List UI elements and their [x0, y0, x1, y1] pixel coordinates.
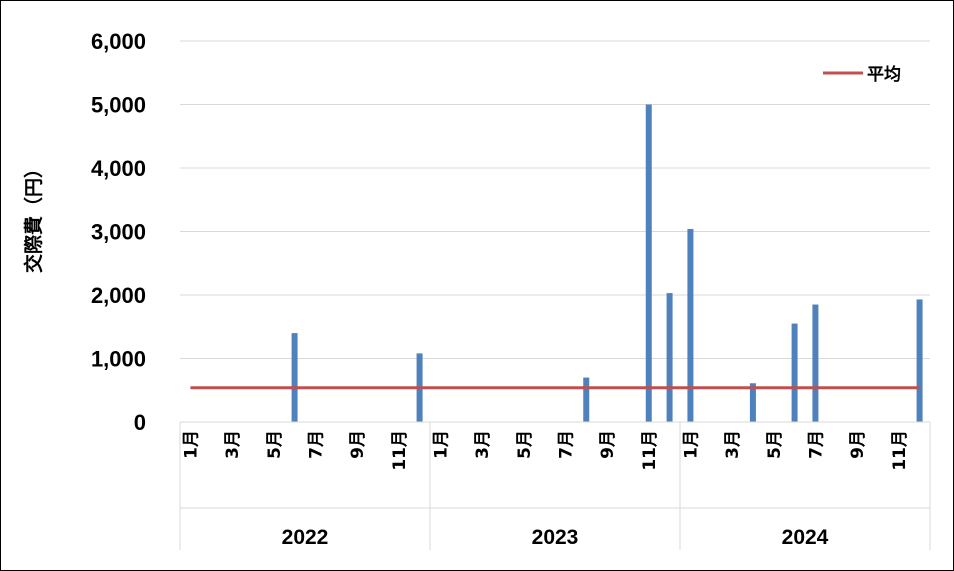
x-tick-label: 3月 [223, 430, 243, 459]
year-label: 2024 [782, 526, 829, 549]
bar [291, 333, 298, 422]
x-tick-label: 5月 [265, 430, 285, 459]
x-tick-label: 7月 [806, 430, 826, 459]
bar [687, 228, 694, 422]
bar [749, 383, 756, 422]
x-tick-label: 1月 [681, 430, 701, 459]
bar [583, 377, 590, 422]
legend-label-average: 平均 [867, 64, 901, 85]
bar [812, 304, 819, 422]
y-tick-label: 6,000 [91, 29, 146, 54]
x-axis-category-area: 1月 3月 5月 7月 9月 11月 1月 3月 5月 7月 9月 11月 1月 3月 5月 7月 9月 11月 2… [179, 421, 931, 550]
x-tick-label: 1月 [431, 430, 451, 459]
x-tick-label: 11月 [890, 430, 910, 471]
x-tick-label: 9月 [848, 430, 868, 459]
bar [791, 323, 798, 422]
bar [645, 104, 652, 422]
x-tick-label: 5月 [765, 430, 785, 459]
year-label: 2023 [532, 526, 579, 549]
y-axis-title: 交際費（円） [22, 159, 45, 273]
x-tick-label: 3月 [723, 430, 743, 459]
year-label: 2022 [282, 526, 329, 549]
y-tick-label: 2,000 [91, 283, 146, 308]
x-tick-label: 1月 [181, 430, 201, 459]
y-tick-label: 0 [134, 410, 146, 435]
x-tick-label: 9月 [598, 430, 618, 459]
bar [666, 293, 673, 422]
legend: 平均 [823, 64, 901, 85]
x-tick-label: 7月 [556, 430, 576, 459]
bar [916, 299, 923, 422]
y-axis-tick-labels: 0 1,000 2,000 3,000 4,000 5,000 6,000 [91, 29, 146, 435]
x-tick-label: 3月 [473, 430, 493, 459]
y-tick-label: 1,000 [91, 347, 146, 372]
x-tick-label: 11月 [640, 430, 660, 471]
y-tick-label: 4,000 [91, 156, 146, 181]
x-tick-label: 5月 [515, 430, 535, 459]
gridlines [180, 40, 930, 359]
y-tick-label: 5,000 [91, 93, 146, 118]
x-tick-label: 11月 [390, 430, 410, 471]
bar-series [291, 104, 923, 422]
x-tick-label: 7月 [306, 430, 326, 459]
x-tick-label: 9月 [348, 430, 368, 459]
y-tick-label: 3,000 [91, 220, 146, 245]
